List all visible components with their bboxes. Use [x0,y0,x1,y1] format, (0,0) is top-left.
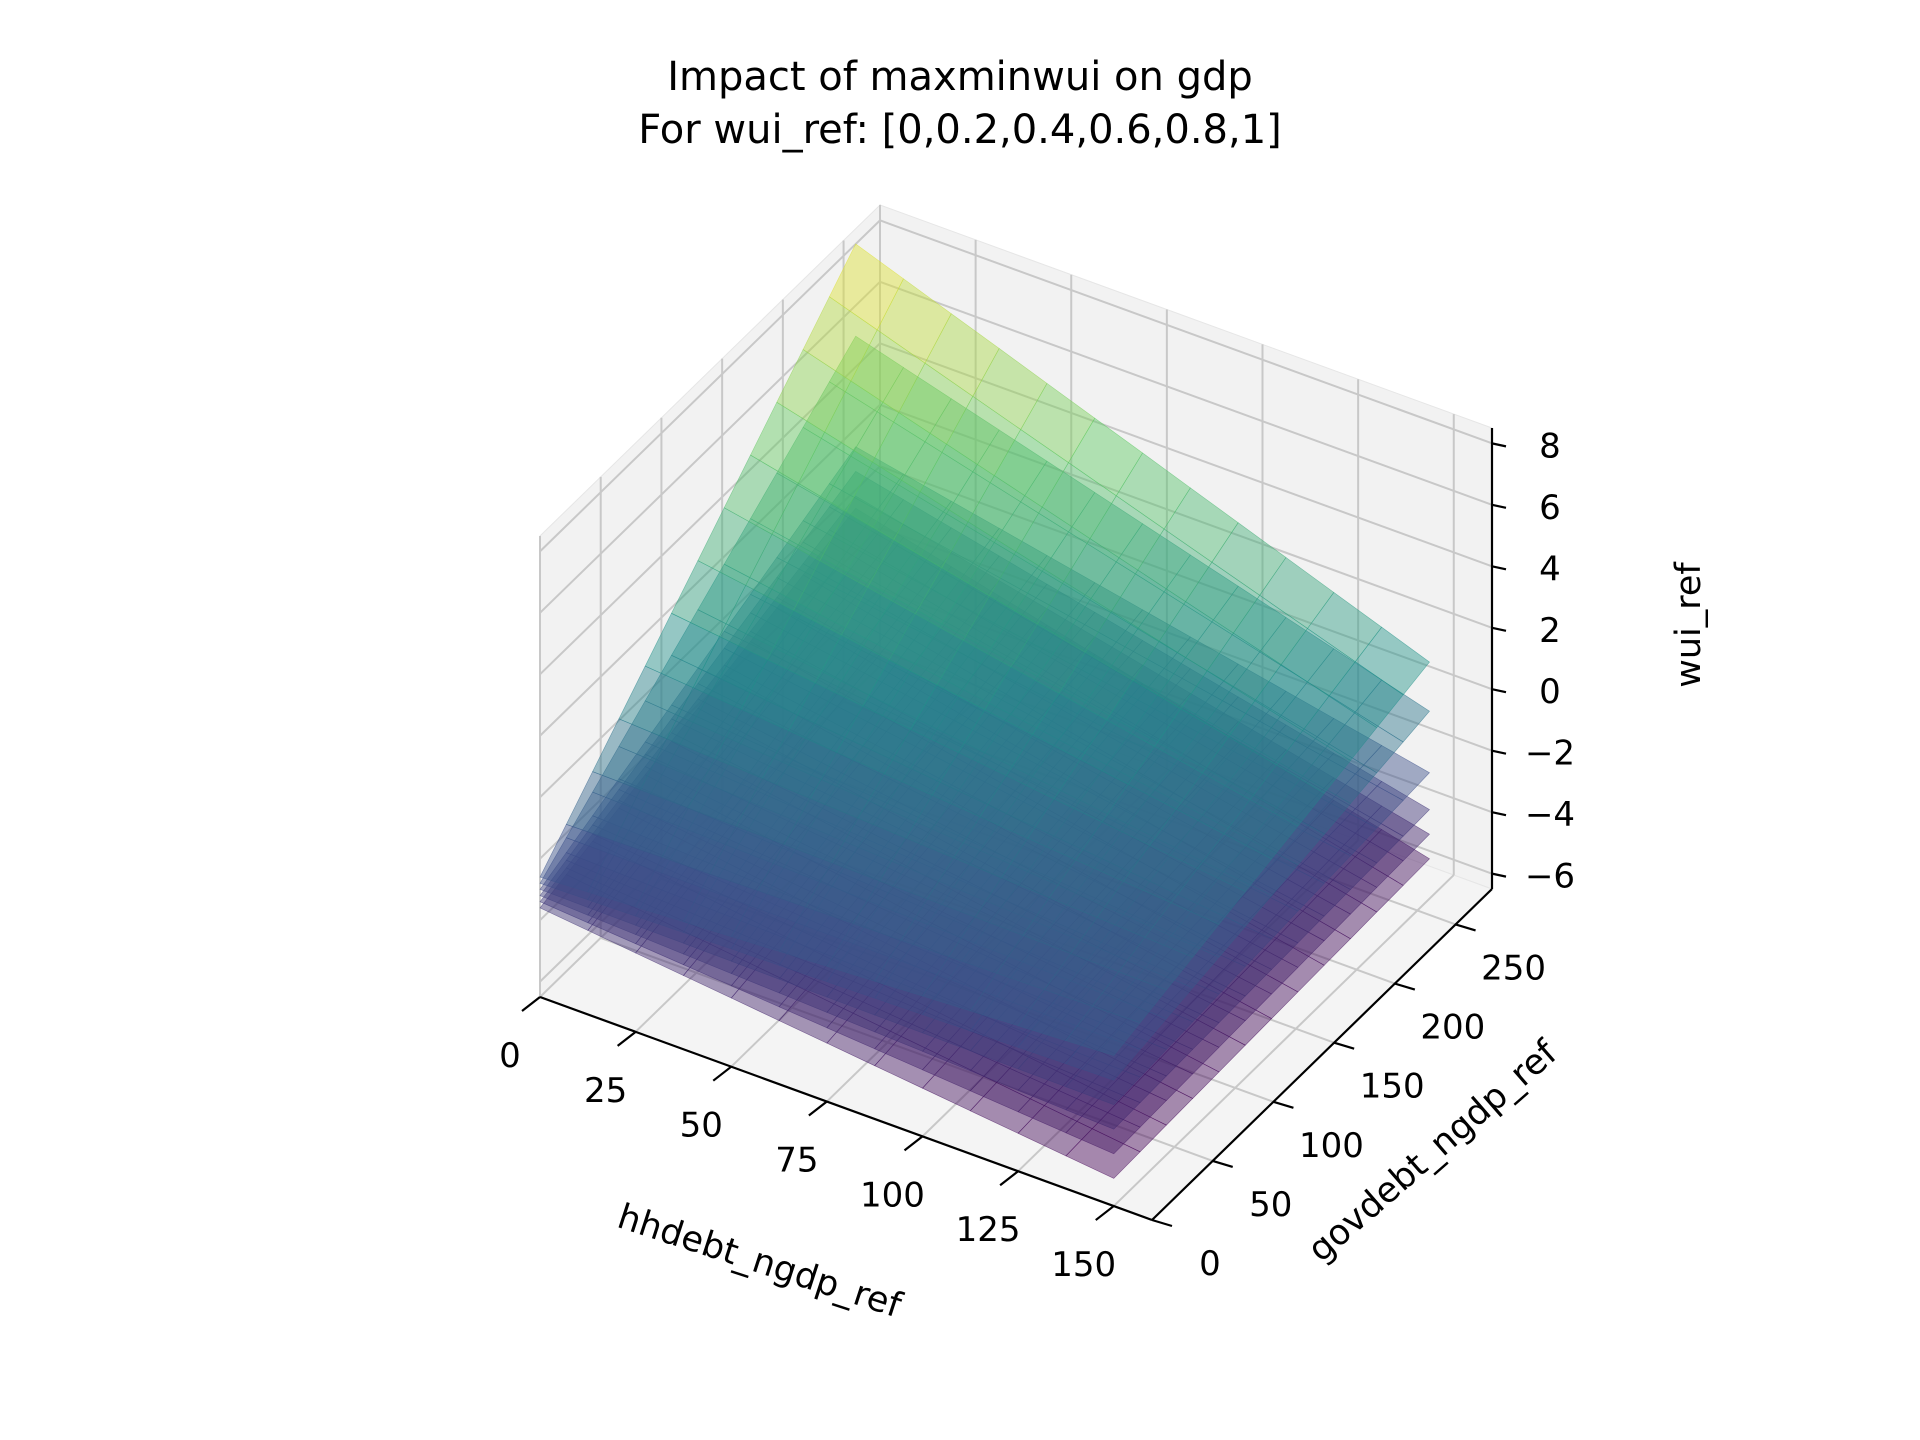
surface-patch [1065,1031,1141,1081]
y-tick-label: 50 [1249,1185,1292,1225]
x-tick-mark [999,1170,1019,1187]
grid-line-z [879,649,1493,875]
z-tick-label: −2 [1525,734,1575,774]
x-tick-mark [808,1100,828,1117]
y-tick-label: 0 [1199,1244,1221,1284]
grid-line-z [879,465,1493,691]
x-tick-label: 25 [584,1071,627,1111]
grid-line-x [1113,874,1455,1207]
x-tick-label: 50 [680,1106,723,1146]
x-tick-mark [616,1030,637,1047]
y-tick-label: 150 [1360,1067,1425,1107]
x-axis-line [539,995,1153,1222]
z-tick-label: −4 [1525,795,1575,835]
grid-line-x [1017,839,1359,1172]
z-tick-mark [1491,565,1507,571]
grid-line-z [539,342,881,676]
x-tick-mark [712,1065,732,1082]
x-tick-label: 0 [499,1036,521,1076]
surface-wui-1 [539,243,1430,1056]
z-tick-mark [1491,749,1507,755]
z-tick-mark [1491,503,1507,509]
y-tick-mark [1394,982,1416,991]
grid-line-z [539,219,881,553]
x-tick-mark [521,996,541,1012]
grid-line-z [879,219,1493,445]
grid-line-z [879,526,1493,752]
grid-line-x [539,665,881,998]
grid-line-x [826,769,1168,1103]
z-tick-mark [1491,688,1507,694]
x-axis-label: hhdebt_ngdp_ref [613,1197,907,1327]
grid-line-z [879,342,1493,568]
z-tick-label: 4 [1539,549,1561,589]
surface-patch [1065,1105,1141,1155]
surfaces [539,243,1430,1179]
grid-line-y [843,700,1456,926]
grid-line-z [539,281,881,614]
z-tick-mark [1491,626,1507,632]
z-tick-label: −6 [1525,857,1575,897]
surface-wui-0.2 [539,495,1430,1155]
axis-lines [521,428,1507,1228]
grid-line-y [782,759,1396,985]
y-tick-mark [1151,1218,1173,1228]
x-tick-label: 100 [860,1175,925,1215]
surface-patch [1065,1082,1141,1130]
z-tick-label: 6 [1539,488,1561,528]
chart-title-line-1: Impact of maxminwui on gdp [667,54,1253,100]
z-tick-label: 0 [1539,672,1561,712]
grid-line-z [879,588,1493,814]
y-tick-label: 200 [1420,1008,1485,1048]
grid-line-z [879,403,1493,629]
y-tick-mark [1455,923,1476,932]
y-tick-mark [1212,1159,1234,1168]
surface-patch [1065,1005,1141,1056]
y-axis-line [1151,888,1493,1221]
z-tick-mark [1491,872,1507,878]
x-tick-mark [1095,1205,1115,1221]
z-tick-label: 8 [1539,426,1561,466]
grid-line-y [600,936,1214,1162]
grid-line-y [721,818,1335,1044]
x-tick-label: 150 [1051,1245,1116,1285]
axis-panes [539,203,1493,1221]
z-axis-label: wui_ref [1669,562,1709,688]
z-tick-label: 2 [1539,611,1561,651]
z-tick-mark [1491,442,1507,448]
y-tick-label: 250 [1481,948,1546,988]
y-tick-mark [1273,1100,1294,1109]
surface-wui-0.8 [539,335,1430,1081]
y-tick-mark [1333,1041,1355,1050]
grid-line-z [879,280,1493,506]
x-tick-label: 75 [775,1141,818,1181]
z-tick-mark [1491,811,1507,817]
x-tick-mark [903,1135,924,1152]
y-tick-label: 100 [1299,1126,1364,1166]
grid-line-y [661,877,1274,1103]
chart-title-line-2: For wui_ref: [0,0.2,0.4,0.6,0.8,1] [638,107,1282,153]
x-tick-label: 125 [956,1210,1021,1250]
grid-line-z [539,404,881,737]
